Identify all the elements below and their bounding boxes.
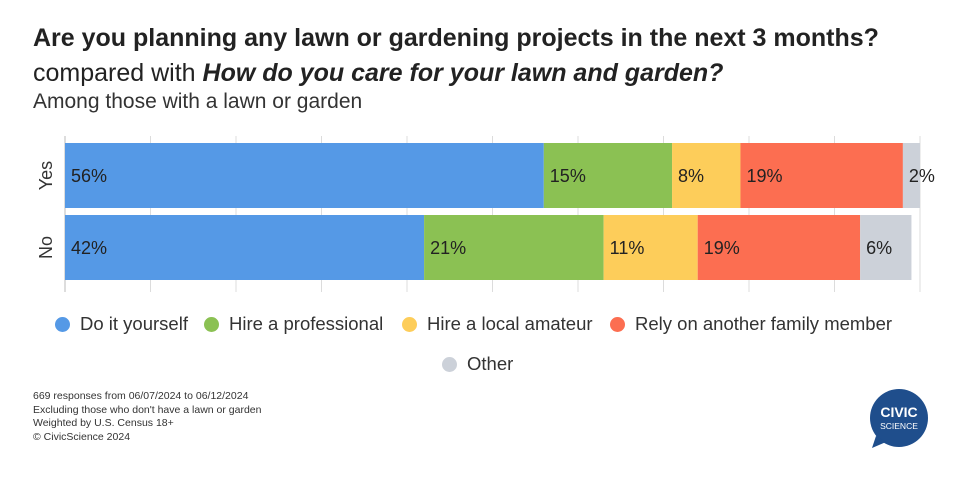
legend-swatch <box>610 316 625 332</box>
legend-label: Do it yourself <box>80 313 188 334</box>
legend-swatch <box>442 356 457 372</box>
bar-segment-yes-4 <box>902 143 920 208</box>
legend-label: Other <box>467 353 514 374</box>
legend-swatch <box>402 316 417 332</box>
subtitle-prefix: compared with <box>33 59 203 87</box>
legend-item-3: Rely on another family member <box>610 313 892 335</box>
data-label-no-2: 11% <box>610 238 645 258</box>
footer-line-weighting: Weighted by U.S. Census 18+ <box>33 417 174 429</box>
logo-tail <box>872 436 886 448</box>
legend-item-1: Hire a professional <box>204 313 383 335</box>
category-label-no: No <box>36 236 56 259</box>
chart-title: Are you planning any lawn or gardening p… <box>33 24 879 52</box>
logo-text-civic: CIVIC <box>880 404 917 420</box>
logo-circle <box>870 389 928 447</box>
legend-label: Hire a local amateur <box>427 313 593 334</box>
chart-subtitle-secondary: Among those with a lawn or garden <box>33 90 363 113</box>
data-label-yes-2: 8% <box>678 166 704 186</box>
legend-label: Rely on another family member <box>635 313 893 334</box>
bar-segment-yes-3 <box>740 143 903 208</box>
bar-segment-no-1 <box>424 215 604 280</box>
bar-segment-no-4 <box>860 215 912 280</box>
legend-item-4: Other <box>442 353 513 375</box>
footer-notes: 669 responses from 06/07/2024 to 06/12/2… <box>33 390 262 444</box>
footer-line-exclusion: Excluding those who don't have a lawn or… <box>33 403 262 416</box>
data-label-yes-4: 2% <box>909 166 935 186</box>
bar-segment-yes-1 <box>543 143 673 208</box>
data-label-no-3: 19% <box>704 238 740 258</box>
data-label-yes-0: 56% <box>71 166 107 186</box>
data-label-yes-3: 19% <box>746 166 782 186</box>
subtitle-question: How do you care for your lawn and garden… <box>202 59 724 87</box>
bar-segment-no-0 <box>65 215 425 280</box>
legend-swatch <box>55 316 70 332</box>
civicscience-logo: CIVIC SCIENCE <box>870 389 928 448</box>
legend-label: Hire a professional <box>229 313 384 334</box>
bar-segment-yes-2 <box>672 143 741 208</box>
data-label-no-4: 6% <box>866 238 892 258</box>
data-label-no-0: 42% <box>71 238 107 258</box>
category-label-yes: Yes <box>36 161 56 190</box>
footer-line-responses: 669 responses from 06/07/2024 to 06/12/2… <box>33 390 249 402</box>
legend-item-2: Hire a local amateur <box>402 313 593 335</box>
legend-swatch <box>204 316 219 332</box>
bar-segment-no-2 <box>603 215 698 280</box>
bar-segment-yes-0 <box>65 143 544 208</box>
bar-segment-no-3 <box>697 215 861 280</box>
data-label-yes-1: 15% <box>550 166 586 186</box>
legend-item-0: Do it yourself <box>55 313 188 335</box>
logo-text-science: SCIENCE <box>880 421 918 431</box>
chart-subtitle: compared with How do you care for your l… <box>33 59 723 88</box>
data-label-no-1: 21% <box>430 238 466 258</box>
footer-line-copyright: © CivicScience 2024 <box>33 430 131 443</box>
